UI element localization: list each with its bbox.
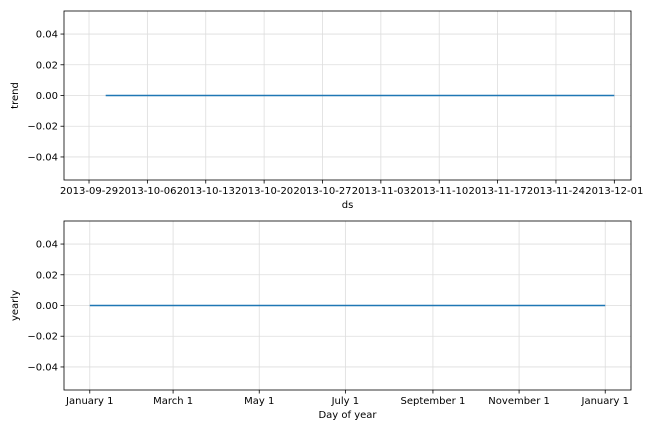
x-tick-label: 2013-09-29 [60,186,118,197]
x-axis-label: Day of year [318,410,377,421]
y-tick-label: −0.04 [27,152,58,163]
x-tick-label: 2013-12-01 [585,186,643,197]
y-tick-label: 0.00 [36,301,58,312]
x-tick-label: January 1 [65,396,113,407]
y-tick-label: −0.02 [27,332,58,343]
y-axis-label: trend [10,82,21,109]
y-tick-label: 0.02 [36,60,58,71]
x-tick-label: 2013-10-13 [177,186,235,197]
trend-panel: 2013-09-29 2013-10-06 2013-10-13 2013-10-20… [10,10,643,211]
x-tick-label: 2013-10-20 [235,186,293,197]
y-tick-label: 0.02 [36,270,58,281]
x-tick-label: November 1 [488,396,550,407]
y-tick-label: 0.00 [36,91,58,102]
y-tick-label: 0.04 [36,30,58,41]
x-tick-label: May 1 [244,396,274,407]
y-tick-label: 0.04 [36,240,58,251]
x-tick-label: January 1 [581,396,629,407]
x-axis-label: ds [342,200,354,211]
x-tick-label: 2013-11-10 [410,186,468,197]
x-tick-label: 2013-11-03 [352,186,410,197]
x-tick-label: 2013-10-27 [293,186,351,197]
yearly-panel: January 1 March 1 May 1 July 1 September 1 No… [10,220,632,421]
x-tick-label: July 1 [331,396,360,407]
x-tick-label: 2013-11-24 [527,186,585,197]
x-tick-label: September 1 [401,396,466,407]
y-axis-label: yearly [10,290,21,321]
y-tick-label: −0.04 [27,362,58,373]
y-tick-label: −0.02 [27,122,58,133]
x-tick-label: 2013-11-17 [469,186,527,197]
x-tick-label: March 1 [153,396,193,407]
x-tick-label: 2013-10-06 [118,186,176,197]
